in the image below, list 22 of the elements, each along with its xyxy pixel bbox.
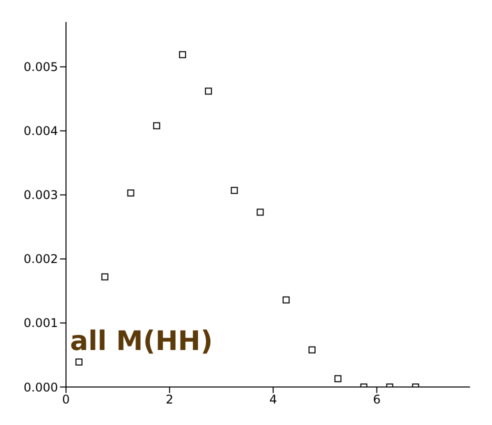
x-tick-label: 2 xyxy=(166,392,174,407)
point xyxy=(153,122,160,130)
point xyxy=(334,375,342,382)
y-tick-label: 0.001 xyxy=(24,316,58,330)
point xyxy=(204,88,212,95)
y-tick-label: 0.004 xyxy=(24,124,58,138)
y-tick-label: 0.000 xyxy=(24,380,58,394)
point xyxy=(179,51,186,58)
point xyxy=(75,358,82,366)
x-tick-label: 6 xyxy=(372,392,381,407)
x-tick-label: 4 xyxy=(269,392,277,407)
point xyxy=(308,346,316,354)
point xyxy=(282,296,290,304)
point xyxy=(256,208,264,216)
y-tick-label: 0.002 xyxy=(24,252,58,266)
point xyxy=(230,186,238,194)
y-tick-label: 0.003 xyxy=(24,188,58,202)
y-tick-label: 0.005 xyxy=(24,60,58,74)
point xyxy=(127,189,134,196)
point xyxy=(101,273,108,280)
annotation: all M(HH) xyxy=(70,326,213,357)
x-tick-label: 0 xyxy=(62,392,70,407)
